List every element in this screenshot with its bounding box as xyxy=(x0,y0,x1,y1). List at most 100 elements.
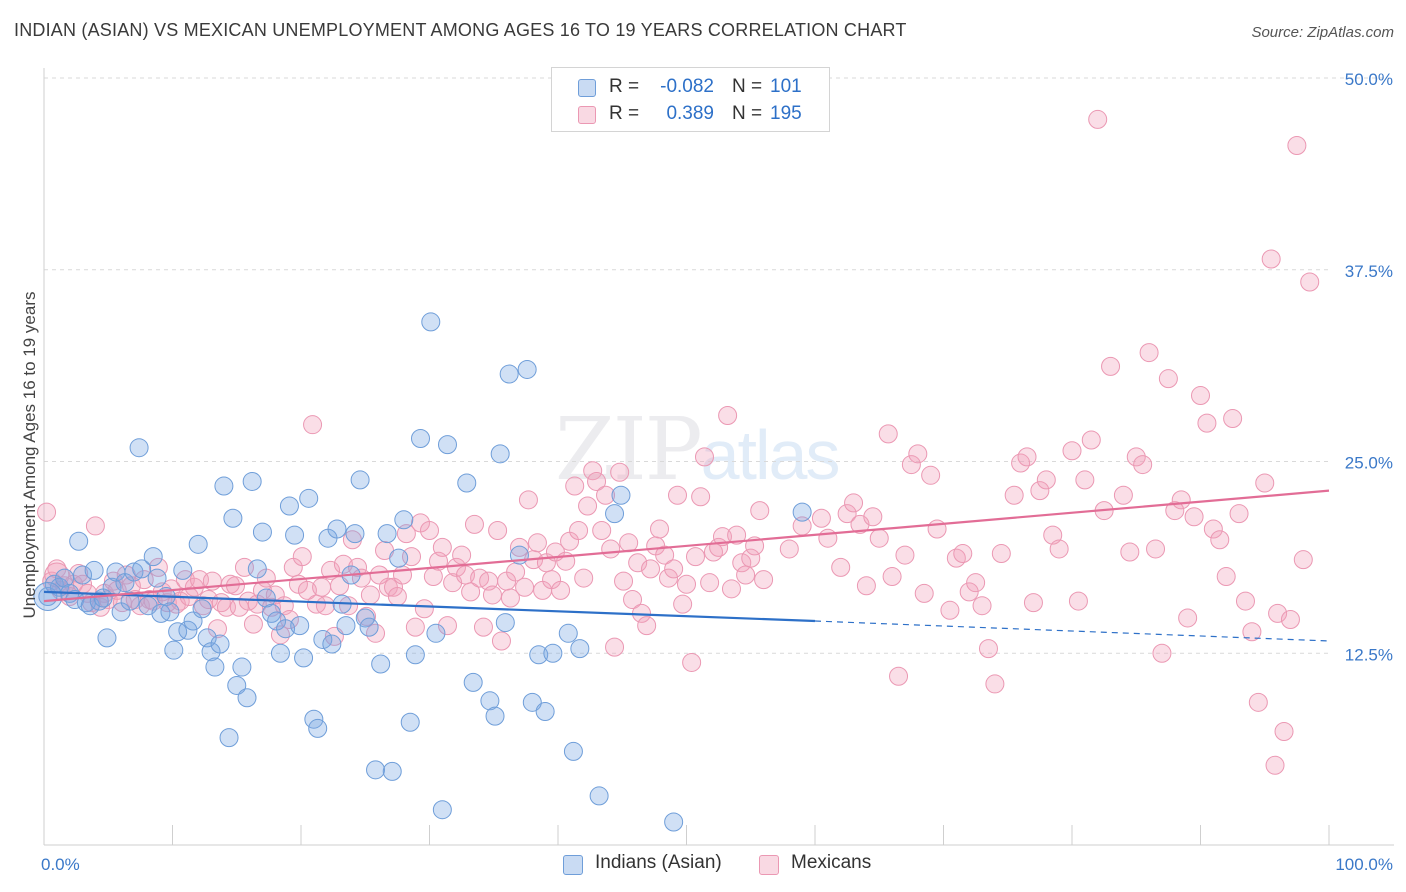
mexican-point xyxy=(360,585,380,605)
indian-point xyxy=(570,639,590,659)
mexican-point xyxy=(1280,610,1300,630)
mexican-point xyxy=(811,508,831,528)
r-label: R = xyxy=(609,103,640,124)
indian-point xyxy=(457,473,477,493)
mexican-point xyxy=(1062,441,1082,461)
stats-row-indians: R = -0.082 N = 101 xyxy=(552,75,829,101)
indian-point xyxy=(563,741,583,761)
indian-point xyxy=(210,634,230,654)
mexican-point xyxy=(333,554,353,574)
indian-point xyxy=(205,657,225,677)
indian-point xyxy=(426,623,446,643)
mexican-point xyxy=(1255,473,1275,493)
r-label: R = xyxy=(609,76,640,97)
mexican-point xyxy=(1075,470,1095,490)
indian-point xyxy=(490,444,510,464)
mexican-point xyxy=(292,547,312,567)
indian-point xyxy=(389,548,409,568)
mexican-point xyxy=(754,570,774,590)
mexican-point xyxy=(574,568,594,588)
indian-point xyxy=(359,617,379,637)
mexican-point xyxy=(432,537,452,557)
trend-lines xyxy=(43,489,1330,642)
mexican-point xyxy=(718,405,738,425)
indian-point xyxy=(129,438,149,458)
indian-point xyxy=(33,581,63,611)
mexican-point xyxy=(509,537,529,557)
mexican-point xyxy=(461,582,481,602)
mexican-point xyxy=(578,496,598,516)
indian-point xyxy=(535,702,555,722)
mexican-point xyxy=(1184,507,1204,527)
indians-trend-extension xyxy=(814,620,1330,642)
mexican-point xyxy=(1210,530,1230,550)
mexican-point xyxy=(1203,519,1223,539)
mexican-point xyxy=(1133,455,1153,475)
indian-point xyxy=(589,786,609,806)
n-value-mexicans: 195 xyxy=(770,103,802,124)
mexican-point xyxy=(882,567,902,587)
indian-point xyxy=(308,718,328,738)
mexican-point xyxy=(297,580,317,600)
indian-point xyxy=(219,728,239,748)
mexican-point xyxy=(587,471,607,491)
mexican-point xyxy=(650,519,670,539)
indians-legend-label: Indians (Asian) xyxy=(595,852,722,873)
indian-point xyxy=(160,602,180,622)
mexican-point xyxy=(641,559,661,579)
tick-labels: 12.5% 25.0% 37.5% 50.0% 0.0% 100.0% xyxy=(41,70,1393,874)
mexican-point xyxy=(1036,470,1056,490)
mexican-point xyxy=(1043,525,1063,545)
mexican-point xyxy=(691,487,711,507)
mexican-point xyxy=(1030,481,1050,501)
indian-point xyxy=(73,565,93,585)
mexican-point xyxy=(1158,369,1178,389)
mexican-point xyxy=(694,447,714,467)
mexican-point xyxy=(551,580,571,600)
mexican-point xyxy=(488,521,508,541)
indian-point xyxy=(192,599,212,619)
mexican-point xyxy=(601,539,621,559)
y-tick-label: 37.5% xyxy=(1345,262,1393,281)
mexican-point xyxy=(348,557,368,577)
mexican-point xyxy=(655,545,675,565)
mexicans-points xyxy=(37,109,1320,775)
indian-point xyxy=(285,525,305,545)
mexican-point xyxy=(844,493,864,513)
indian-point xyxy=(164,640,184,660)
indian-point xyxy=(355,608,375,628)
mexican-point xyxy=(605,637,625,657)
indian-point xyxy=(178,620,198,640)
mexican-point xyxy=(1235,591,1255,611)
indian-point xyxy=(188,534,208,554)
indian-point xyxy=(252,522,272,542)
mexican-point xyxy=(741,548,761,568)
mexican-point xyxy=(985,674,1005,694)
mexican-point xyxy=(869,528,889,548)
mexican-point xyxy=(515,577,535,597)
mexican-point xyxy=(315,596,335,616)
mexican-point xyxy=(1178,608,1198,628)
indian-point xyxy=(400,712,420,732)
indian-point xyxy=(345,524,365,544)
indians-legend-swatch xyxy=(563,855,583,875)
indians-points xyxy=(33,312,812,832)
mexicans-legend-swatch xyxy=(759,855,779,875)
indian-point xyxy=(529,645,549,665)
indian-point xyxy=(173,560,193,580)
mexican-point xyxy=(818,528,838,548)
mexican-point xyxy=(831,557,851,577)
mexican-point xyxy=(1165,501,1185,521)
mexican-point xyxy=(387,586,407,606)
mexican-point xyxy=(1152,643,1172,663)
indian-point xyxy=(214,476,234,496)
indian-point xyxy=(411,428,431,448)
mexican-point xyxy=(1261,249,1281,269)
indian-point xyxy=(322,634,342,654)
indian-point xyxy=(394,510,414,530)
mexican-point xyxy=(473,617,493,637)
mexican-point xyxy=(491,631,511,651)
indian-point xyxy=(605,504,625,524)
mexican-point xyxy=(1300,272,1320,292)
